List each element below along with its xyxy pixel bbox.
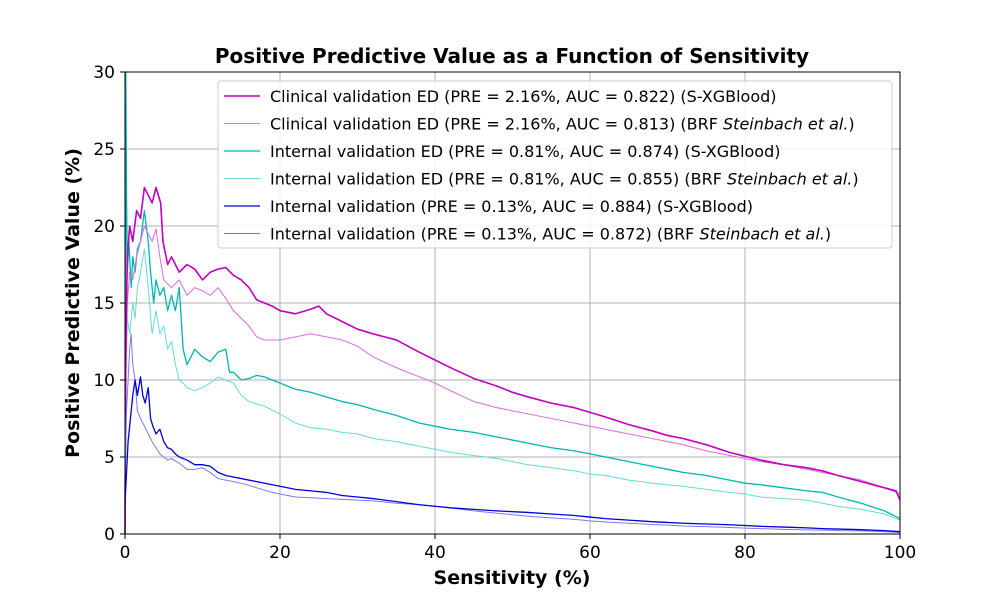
- series-lines: [124, 71, 901, 535]
- chart-title: Positive Predictive Value as a Function …: [215, 44, 809, 68]
- x-tick-label: 40: [424, 543, 446, 563]
- legend-box: [217, 80, 893, 249]
- y-tick-label: 30: [93, 63, 115, 83]
- series-line-5: [124, 333, 901, 533]
- y-tick-label: 20: [93, 217, 115, 237]
- series-line-0: [124, 186, 901, 535]
- y-axis: 0 5 10 15 20 25 30: [93, 63, 125, 545]
- legend-entry-3: Internal validation ED (PRE = 0.81%, AUC…: [270, 170, 859, 189]
- y-tick-label: 10: [93, 371, 115, 391]
- x-tick-label: 20: [269, 543, 291, 563]
- legend-entry-2: Internal validation ED (PRE = 0.81%, AUC…: [270, 142, 781, 161]
- legend-entry-1: Clinical validation ED (PRE = 2.16%, AUC…: [270, 115, 855, 134]
- y-tick-label: 15: [93, 294, 115, 314]
- legend-entry-5: Internal validation (PRE = 0.13%, AUC = …: [270, 225, 831, 244]
- y-tick-label: 5: [104, 448, 115, 468]
- y-axis-label: Positive Predictive Value (%): [62, 148, 84, 458]
- legend-entry-4: Internal validation (PRE = 0.13%, AUC = …: [270, 197, 753, 216]
- x-axis: 0 20 40 60 80 100: [120, 534, 916, 563]
- legend-entry-0: Clinical validation ED (PRE = 2.16%, AUC…: [270, 87, 777, 106]
- y-tick-label: 0: [104, 525, 115, 545]
- series-line-4: [124, 376, 901, 533]
- x-tick-label: 60: [579, 543, 601, 563]
- legend: Clinical validation ED (PRE = 2.16%, AUC…: [217, 80, 893, 249]
- x-tick-label: 80: [734, 543, 756, 563]
- x-tick-label: 100: [884, 543, 916, 563]
- x-axis-label: Sensitivity (%): [434, 567, 591, 589]
- series-line-1: [124, 225, 901, 535]
- x-tick-label: 0: [120, 543, 131, 563]
- series-line-3: [124, 248, 901, 535]
- y-tick-label: 25: [93, 140, 115, 160]
